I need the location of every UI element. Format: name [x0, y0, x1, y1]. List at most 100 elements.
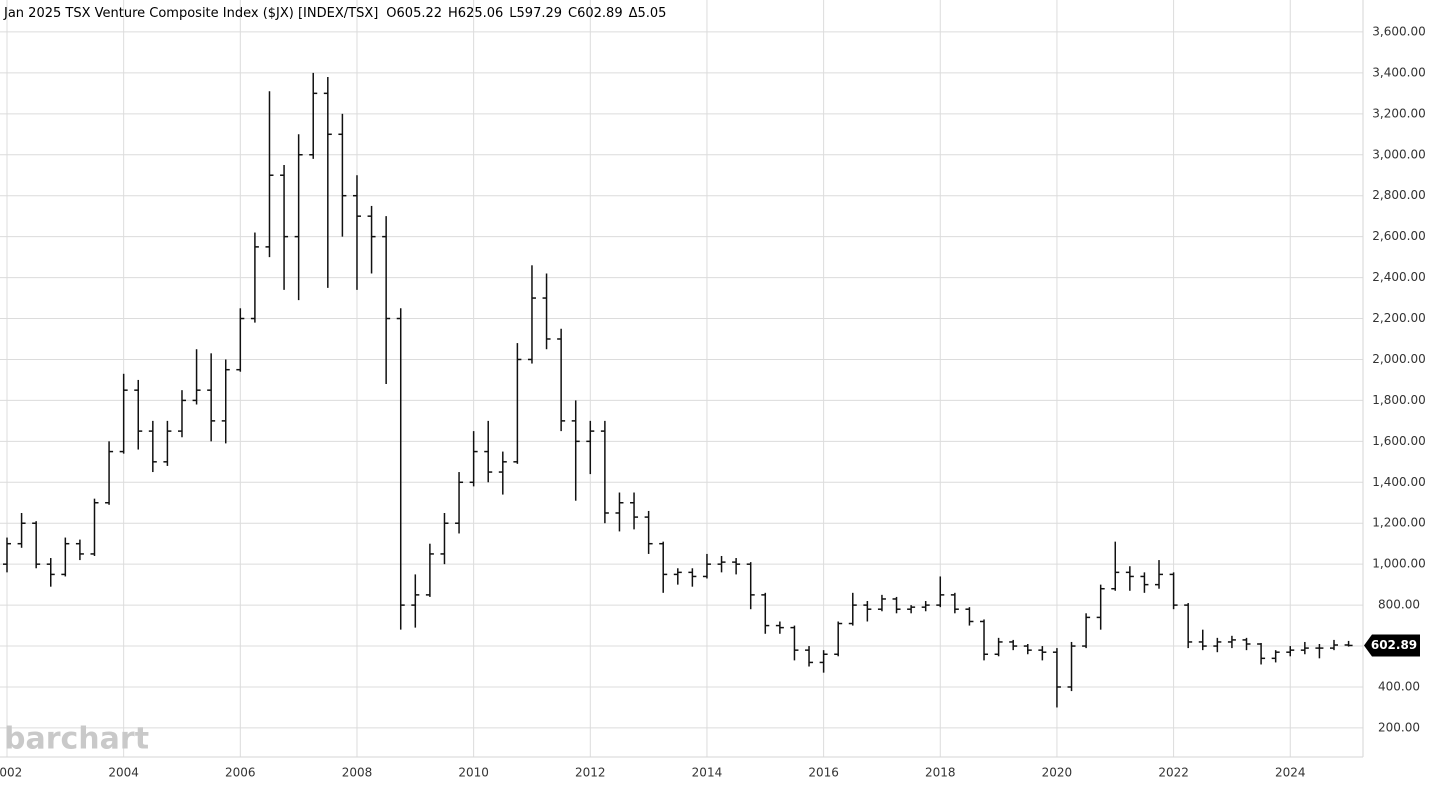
ohlc-bar	[1242, 637, 1251, 651]
ohlc-bar	[250, 232, 259, 323]
ohlc-bar	[280, 164, 289, 290]
y-tick-label: 2,200.00	[1372, 311, 1425, 325]
ohlc-bar	[717, 555, 726, 573]
ohlc-bar	[1198, 629, 1207, 651]
y-tick-label: 1,800.00	[1372, 393, 1425, 407]
ohlc-bar	[1286, 646, 1295, 657]
ohlc-bar	[1257, 642, 1266, 665]
ohlc-bar	[980, 619, 989, 661]
x-tick-label: 2008	[342, 766, 373, 780]
ohlc-bar	[382, 216, 391, 385]
ohlc-bar	[907, 605, 916, 614]
x-tick-label: 2016	[808, 766, 839, 780]
quote-low: L597.29	[509, 6, 562, 21]
ohlc-bar	[61, 537, 70, 577]
y-tick-label: 2,400.00	[1372, 270, 1425, 284]
ohlc-bar	[2, 537, 11, 573]
ohlc-bar	[965, 607, 974, 626]
last-price-tag	[1364, 634, 1420, 657]
ohlc-bar	[557, 328, 566, 432]
ohlc-bar	[440, 512, 449, 565]
ohlc-bar	[527, 265, 536, 364]
y-tick-label: 3,000.00	[1372, 147, 1425, 161]
ohlc-bar	[1344, 640, 1353, 647]
ohlc-bar	[1184, 603, 1193, 649]
ohlc-bar	[469, 431, 478, 487]
ohlc-bar	[425, 543, 434, 597]
x-tick-label: 2010	[458, 766, 489, 780]
y-tick-label: 800.00	[1378, 598, 1420, 612]
ohlc-bar	[236, 308, 245, 372]
ohlc-bar	[1140, 572, 1149, 593]
ohlc-bar	[994, 637, 1003, 657]
ohlc-bar	[673, 568, 682, 585]
ohlc-bar	[32, 521, 41, 569]
quote-open: O605.22	[386, 6, 442, 21]
ohlc-bar	[105, 441, 114, 505]
quote-change: Δ5.05	[629, 6, 667, 21]
ohlc-bar	[75, 539, 84, 561]
grid	[0, 0, 1363, 757]
y-tick-label: 1,200.00	[1372, 516, 1425, 530]
ohlc-bar	[1052, 648, 1061, 708]
ohlc-bar	[1009, 639, 1018, 651]
ohlc-bar	[367, 205, 376, 274]
last-price-label: 602.89	[1371, 638, 1417, 652]
ohlc-bar	[863, 601, 872, 622]
y-tick-label: 400.00	[1378, 679, 1420, 693]
y-tick-label: 2,800.00	[1372, 188, 1425, 202]
ohlc-bar	[17, 512, 26, 548]
chart-title: Jan 2025 TSX Venture Composite Index ($J…	[3, 6, 666, 21]
ohlc-bar	[1096, 584, 1105, 630]
quote-close: C602.89	[568, 6, 623, 21]
y-tick-label: 1,400.00	[1372, 475, 1425, 489]
x-tick-label: 2022	[1158, 766, 1189, 780]
ohlc-bar	[936, 576, 945, 608]
y-tick-label: 2,600.00	[1372, 229, 1425, 243]
ohlc-bar	[207, 353, 216, 442]
x-tick-label: 2006	[225, 766, 256, 780]
ohlc-bar	[177, 390, 186, 438]
ohlc-bar	[644, 510, 653, 554]
ohlc-bar	[1271, 650, 1280, 663]
ohlc-bar	[338, 113, 347, 237]
ohlc-bar	[732, 558, 741, 575]
ohlc-bar	[498, 451, 507, 495]
ohlc-bar	[1213, 637, 1222, 653]
ohlc-bar	[1111, 541, 1120, 591]
ohlc-bar	[323, 76, 332, 288]
ohlc-bar	[819, 650, 828, 673]
x-tick-label: 2014	[692, 766, 723, 780]
ohlc-bar	[294, 134, 303, 301]
watermark: barchart	[4, 722, 149, 757]
quote-high: H625.06	[448, 6, 503, 21]
ohlc-bar	[1067, 641, 1076, 692]
ohlc-bar	[659, 541, 668, 593]
ohlc-bar	[586, 420, 595, 475]
x-tick-label: 2020	[1042, 766, 1073, 780]
ohlc-bar	[352, 175, 361, 290]
y-tick-label: 2,000.00	[1372, 352, 1425, 366]
ohlc-bar	[892, 596, 901, 614]
ohlc-bar	[1315, 644, 1324, 659]
x-tick-label: 2002	[0, 766, 22, 780]
x-tick-label: 2012	[575, 766, 606, 780]
y-tick-label: 3,400.00	[1372, 65, 1425, 79]
ohlc-bar	[571, 400, 580, 501]
title-text: Jan 2025 TSX Venture Composite Index ($J…	[3, 6, 378, 21]
bars	[2, 72, 1353, 708]
ohlc-bar	[630, 492, 639, 530]
ohlc-bar	[1082, 613, 1091, 649]
ohlc-bar	[746, 562, 755, 610]
ohlc-bar	[148, 420, 157, 473]
ohlc-bar	[1125, 566, 1134, 591]
ohlc-bar	[877, 594, 886, 612]
ohlc-bar	[1227, 635, 1236, 649]
ohlc-bar	[921, 601, 930, 612]
ohlc-bar	[265, 91, 274, 258]
ohlc-bar	[848, 592, 857, 626]
ohlc-bar	[600, 420, 609, 524]
ohlc-bar	[1169, 572, 1178, 610]
y-tick-label: 3,200.00	[1372, 106, 1425, 120]
